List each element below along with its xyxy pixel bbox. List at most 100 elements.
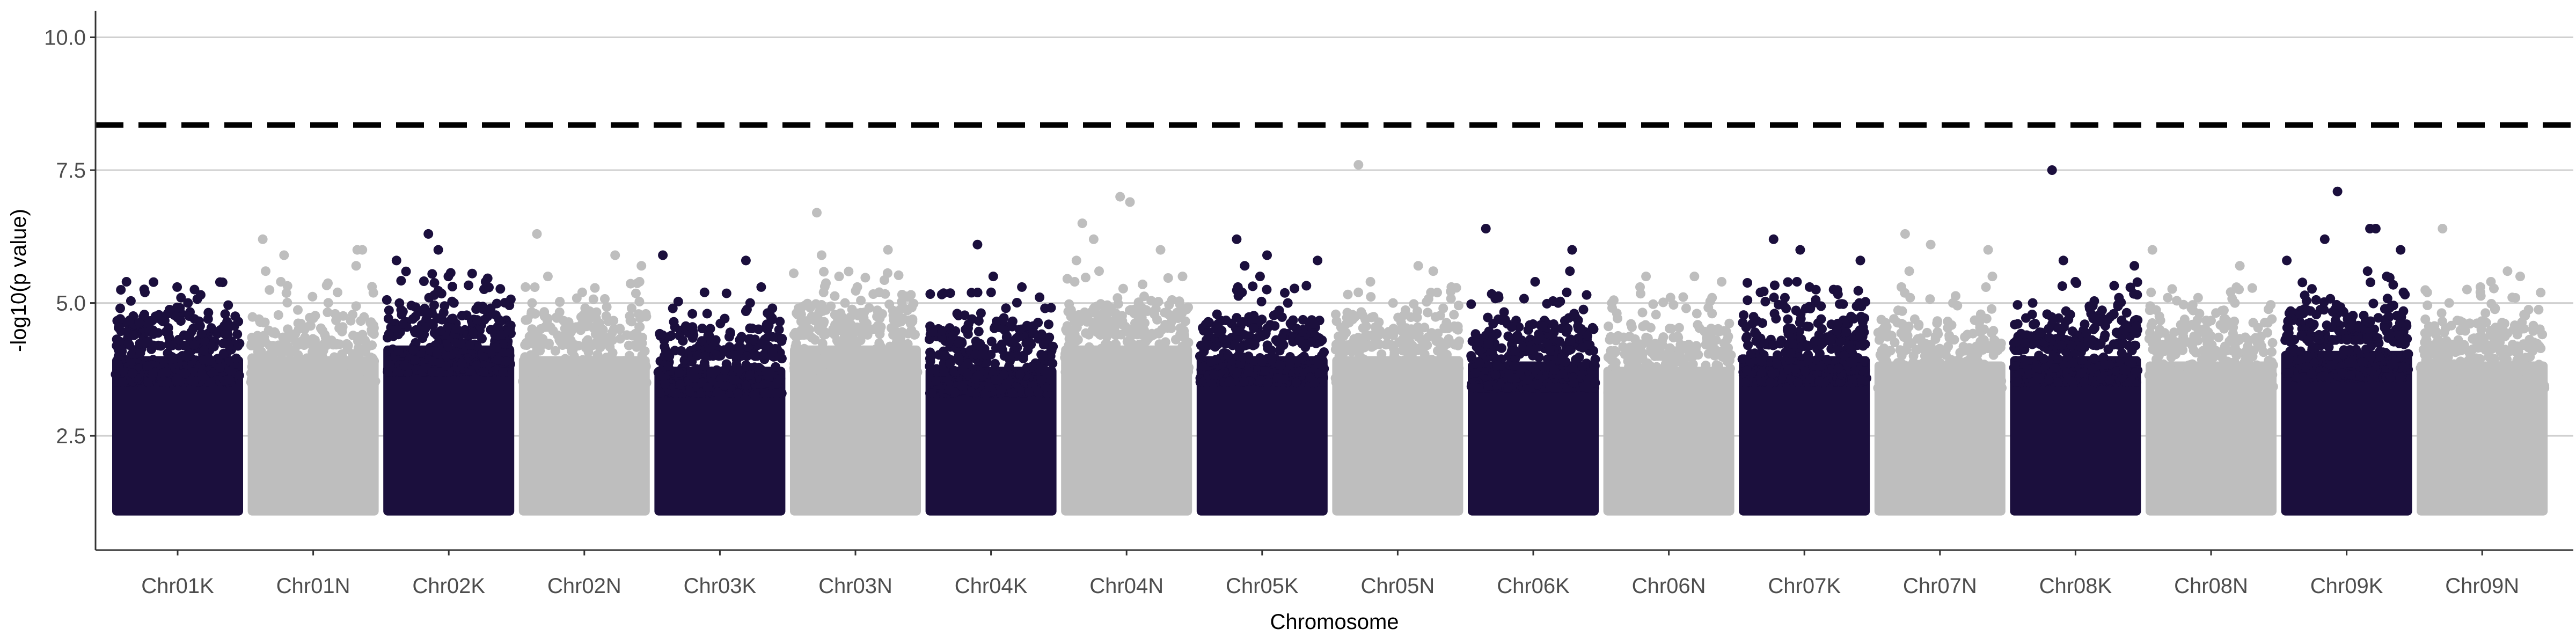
point <box>1911 377 1921 387</box>
point <box>1441 352 1452 362</box>
point <box>433 286 443 296</box>
point <box>1769 309 1780 319</box>
point <box>1613 313 1622 324</box>
point <box>1036 375 1046 385</box>
peak-point <box>391 255 401 266</box>
point <box>892 310 902 320</box>
point <box>142 361 152 371</box>
points-core-Chr03K <box>654 367 786 516</box>
point <box>635 322 645 332</box>
point <box>1475 346 1484 356</box>
point <box>1033 387 1043 397</box>
point <box>1301 339 1311 349</box>
point <box>293 318 303 328</box>
peak-point <box>1607 298 1617 308</box>
point <box>720 380 729 391</box>
point <box>908 346 918 356</box>
point <box>1616 369 1626 379</box>
point <box>712 350 722 361</box>
point <box>111 369 121 379</box>
point <box>1029 328 1039 339</box>
peak-point <box>1115 192 1125 202</box>
point <box>1142 363 1152 374</box>
point <box>526 362 537 372</box>
peak-point <box>1635 282 1645 292</box>
point <box>700 351 710 361</box>
point <box>1924 383 1935 393</box>
point <box>712 387 722 397</box>
point <box>206 356 216 366</box>
point <box>1285 360 1295 369</box>
point <box>1811 295 1821 305</box>
point <box>1937 367 1946 376</box>
point <box>1331 340 1341 349</box>
point <box>1249 340 1260 350</box>
peak-point <box>1353 287 1364 297</box>
point <box>1435 340 1445 350</box>
point <box>413 326 423 336</box>
point <box>1783 314 1793 324</box>
point <box>1981 313 1992 324</box>
point <box>256 346 266 356</box>
point <box>195 290 206 300</box>
point <box>1653 351 1663 361</box>
point <box>602 302 612 312</box>
point <box>1545 382 1555 392</box>
point <box>422 309 433 319</box>
point <box>2042 309 2052 319</box>
point <box>1248 323 1258 333</box>
point <box>189 340 200 350</box>
point <box>879 275 889 285</box>
point <box>609 373 619 383</box>
point <box>282 368 292 378</box>
point <box>1980 370 1990 379</box>
peak-point <box>423 229 434 239</box>
chromosome-points-Chr03K <box>653 250 787 516</box>
point <box>1488 332 1498 342</box>
point <box>1454 336 1465 346</box>
point <box>733 388 743 398</box>
point <box>1393 378 1403 387</box>
point <box>1648 299 1658 309</box>
point <box>316 323 326 333</box>
point <box>471 304 481 314</box>
point <box>1565 336 1576 347</box>
point <box>874 287 884 297</box>
point <box>277 348 287 358</box>
point <box>1023 345 1033 355</box>
point <box>1426 328 1437 338</box>
point <box>1506 322 1517 332</box>
point <box>1897 359 1907 369</box>
point <box>1818 338 1827 348</box>
point <box>927 388 937 398</box>
point <box>719 346 729 356</box>
point <box>545 358 555 369</box>
point <box>1989 379 2000 389</box>
point <box>1878 360 1888 369</box>
point <box>1817 324 1827 334</box>
point <box>1987 304 1997 314</box>
point <box>1044 319 1053 330</box>
peak-point <box>1283 298 1293 308</box>
point <box>1963 380 1973 390</box>
point <box>1166 317 1176 327</box>
peak-point <box>1017 282 1027 292</box>
point <box>1368 312 1379 322</box>
point <box>231 353 241 363</box>
point <box>1255 375 1265 385</box>
point <box>456 339 466 349</box>
peak-point <box>816 250 826 260</box>
point <box>471 360 481 370</box>
peak-point <box>767 303 778 313</box>
point <box>725 328 735 339</box>
point <box>1217 326 1227 336</box>
point <box>1545 346 1555 356</box>
point <box>1404 376 1414 386</box>
point <box>526 307 537 317</box>
point <box>1233 326 1243 336</box>
point <box>855 308 866 318</box>
point <box>1004 361 1014 371</box>
point <box>831 323 841 333</box>
point <box>273 378 282 387</box>
point <box>884 363 894 373</box>
